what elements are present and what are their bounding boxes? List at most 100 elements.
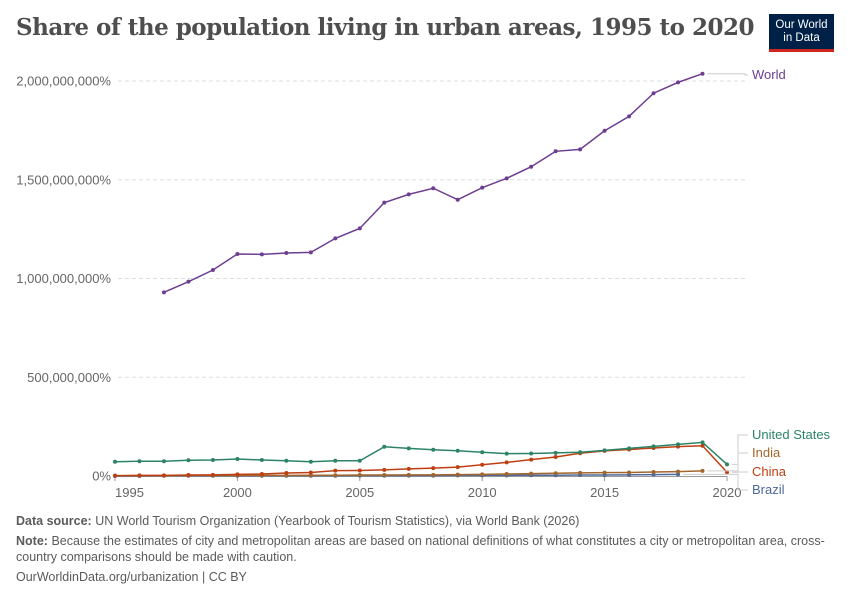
data-point-united-states [676,442,681,447]
data-point-china [333,468,338,473]
data-point-united-states [504,451,509,456]
data-source-text: UN World Tourism Organization (Yearbook … [95,514,580,528]
legend-label-world: World [752,67,786,82]
data-point-world [455,197,460,202]
data-point-united-states [627,446,632,451]
data-point-world [333,236,338,241]
data-point-united-states [382,444,387,449]
data-point-world [529,164,534,169]
x-tick-label: 2015 [590,485,619,500]
data-point-china [529,457,534,462]
data-point-united-states [161,459,166,464]
note-text: Because the estimates of city and metrop… [16,534,825,564]
legend-label-brazil: Brazil [752,482,785,497]
data-point-world [504,176,509,181]
data-point-united-states [431,447,436,452]
data-point-united-states [259,458,264,463]
data-point-india [578,470,583,475]
data-point-world [406,192,411,197]
data-point-world [700,71,705,76]
data-point-india [357,473,362,478]
owid-logo[interactable]: Our World in Data [769,14,834,52]
data-point-united-states [725,462,729,467]
data-point-china [455,465,460,470]
data-point-india [431,472,436,477]
data-point-china [357,468,362,473]
data-point-united-states [651,444,656,449]
data-point-china [382,467,387,472]
data-point-world [161,290,166,295]
y-tick-label: 1,000,000,000% [16,271,111,286]
data-point-united-states [406,446,411,451]
data-point-china [480,462,485,467]
data-point-united-states [308,459,313,464]
data-point-united-states [553,450,558,455]
legend-label-india: India [752,445,781,460]
x-tick-label: 2020 [713,485,742,500]
y-tick-label: 1,500,000,000% [16,172,111,187]
data-point-india [651,470,656,475]
data-point-india [308,473,313,478]
legend-label-united-states: United States [752,427,831,442]
data-point-china [406,466,411,471]
data-point-china [700,443,705,448]
data-point-united-states [578,450,583,455]
x-tick-label: 2005 [345,485,374,500]
logo-line-2: in Data [783,32,820,44]
x-tick-label: 1995 [115,485,144,500]
data-source-label: Data source: [16,514,92,528]
data-point-china [504,460,509,465]
legend-connector [707,452,748,472]
data-point-brazil [676,472,681,477]
data-point-china [113,473,117,478]
data-point-china [308,470,313,475]
data-point-united-states [529,451,534,456]
y-tick-label: 2,000,000,000% [16,74,111,89]
data-point-world [553,149,558,154]
data-point-united-states [113,459,117,464]
data-point-world [357,226,362,231]
series-line-united-states [114,441,728,465]
data-point-united-states [235,457,240,462]
data-point-india [480,472,485,477]
data-point-world [431,186,436,191]
legend-connector [707,73,748,76]
data-point-india [700,468,705,473]
data-point-united-states [333,458,338,463]
y-tick-label: 500,000,000% [27,370,111,385]
data-point-united-states [357,458,362,463]
data-point-india [553,471,558,476]
x-tick-label: 2010 [468,485,497,500]
line-chart: 0% 500,000,000% 1,000,000,000% 1,500,000,00… [16,67,831,500]
data-point-india [406,472,411,477]
data-point-united-states [284,458,289,463]
series-line-world [163,72,703,294]
chart-title: Share of the population living in urban … [16,14,754,41]
data-point-united-states [602,448,607,453]
data-point-world [259,252,264,257]
data-point-united-states [480,450,485,455]
source-url[interactable]: OurWorldinData.org/urbanization | CC BY [16,570,247,584]
data-point-world [382,200,387,205]
data-point-india [529,471,534,476]
note-label: Note: [16,534,48,548]
data-point-india [504,472,509,477]
data-point-china [284,471,289,476]
data-point-united-states [455,448,460,453]
data-point-world [210,268,215,273]
data-point-united-states [186,458,191,463]
data-point-india [602,470,607,475]
data-point-world [308,250,313,255]
data-point-china [431,466,436,471]
data-point-india [455,472,460,477]
data-point-united-states [137,459,142,464]
data-point-china [210,472,215,477]
x-tick-label: 2000 [223,485,252,500]
logo-line-1: Our World [775,19,828,31]
data-point-china [161,473,166,478]
data-point-world [578,147,583,152]
data-point-world [186,279,191,284]
legend-connector [732,434,748,465]
data-point-united-states [210,458,215,463]
legend-label-china: China [752,464,787,479]
